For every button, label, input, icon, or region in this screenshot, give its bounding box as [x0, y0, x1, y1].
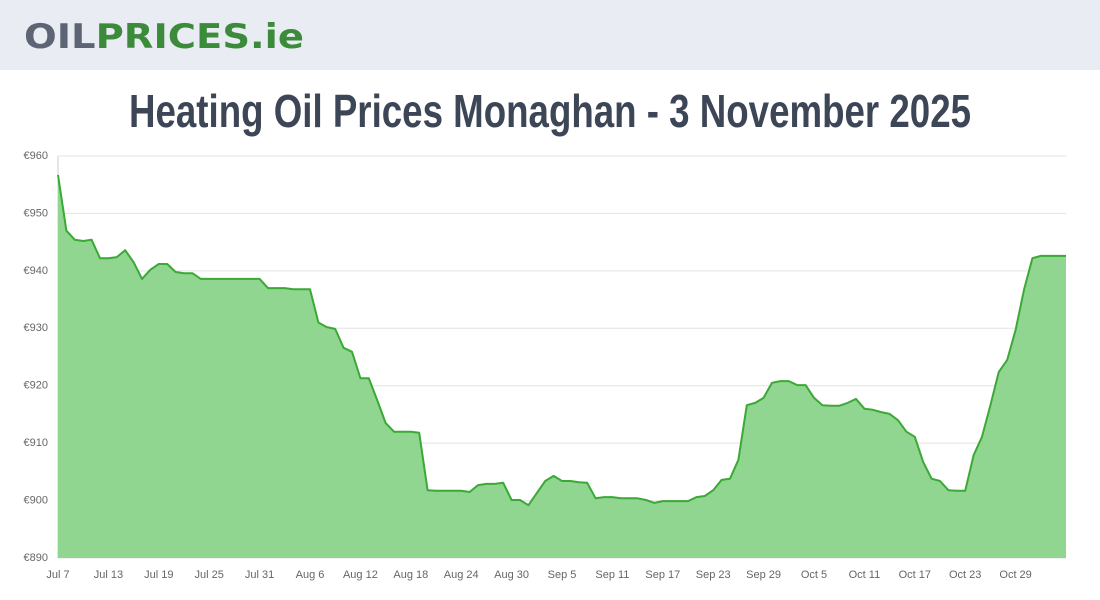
y-tick-label: €890	[24, 552, 48, 564]
x-tick-label: Sep 11	[595, 569, 629, 581]
logo[interactable]: OIL PRICES .ie	[24, 17, 304, 57]
x-tick-label: Sep 17	[645, 569, 680, 581]
y-tick-label: €910	[24, 437, 48, 449]
x-tick-label: Aug 12	[343, 569, 378, 581]
chart-title: Heating Oil Prices Monaghan - 3 November…	[129, 85, 971, 137]
x-tick-label: Aug 30	[494, 569, 529, 581]
x-tick-label: Jul 25	[195, 569, 224, 581]
y-tick-label: €960	[24, 150, 48, 162]
x-tick-label: Aug 18	[393, 569, 428, 581]
x-tick-label: Jul 13	[94, 569, 123, 581]
logo-oil: OIL	[24, 17, 96, 57]
y-tick-label: €940	[24, 265, 48, 277]
logo-ie: .ie	[250, 17, 304, 57]
x-tick-label: Oct 29	[999, 569, 1031, 581]
x-tick-label: Sep 5	[548, 569, 577, 581]
x-tick-label: Jul 19	[144, 569, 173, 581]
y-tick-label: €930	[24, 322, 48, 334]
x-tick-label: Oct 23	[949, 569, 981, 581]
x-tick-label: Sep 23	[696, 569, 731, 581]
x-tick-label: Oct 5	[801, 569, 827, 581]
x-tick-label: Oct 17	[899, 569, 931, 581]
x-tick-label: Aug 6	[296, 569, 325, 581]
x-tick-label: Jul 31	[245, 569, 274, 581]
line	[57, 174, 1066, 507]
y-tick-label: €900	[24, 494, 48, 506]
x-tick-label: Oct 11	[849, 569, 881, 581]
y-tick-label: €950	[24, 207, 48, 219]
area	[58, 175, 1066, 558]
header-bar	[0, 0, 1100, 70]
x-tick-label: Aug 24	[444, 569, 479, 581]
x-tick-label: Sep 29	[746, 569, 781, 581]
x-tick-label: Jul 7	[46, 569, 69, 581]
y-tick-label: €920	[24, 380, 48, 392]
logo-prices: PRICES	[96, 17, 250, 57]
